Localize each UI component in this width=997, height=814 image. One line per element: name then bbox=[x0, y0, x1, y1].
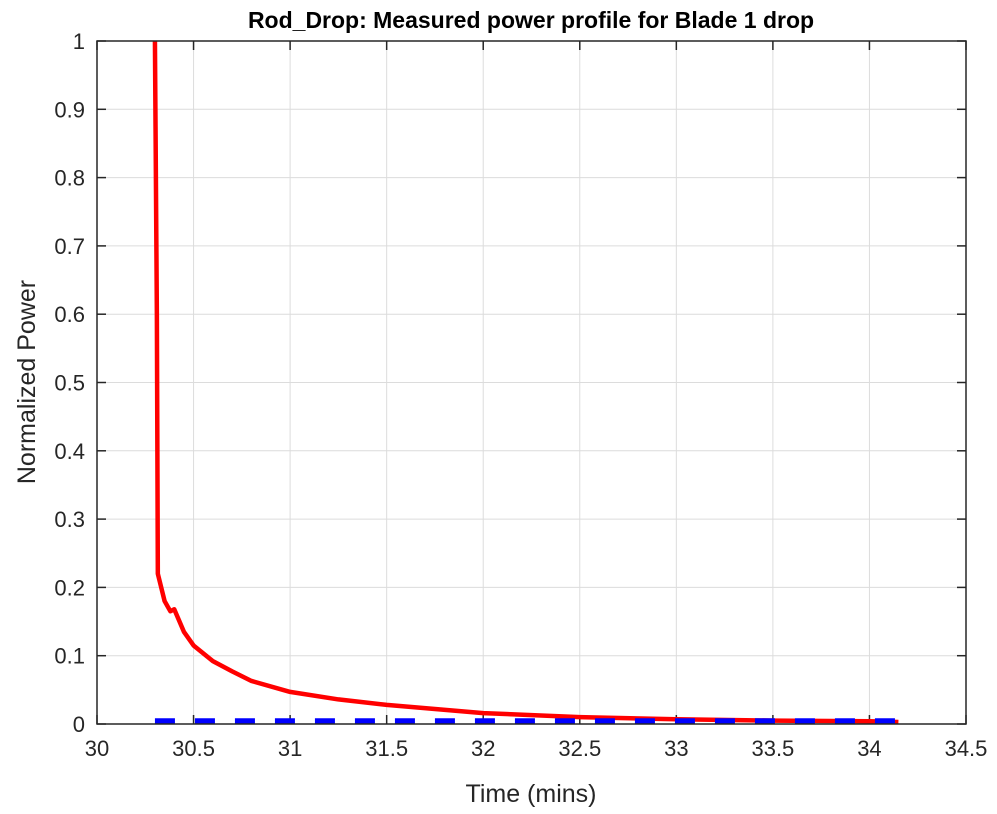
y-tick-label: 1 bbox=[73, 29, 85, 54]
plot-frame bbox=[96, 40, 967, 725]
x-tick-label: 34.5 bbox=[945, 736, 988, 761]
y-tick-label: 0.9 bbox=[54, 97, 85, 122]
line-series bbox=[152, 40, 899, 725]
x-tick-label: 32.5 bbox=[558, 736, 601, 761]
y-tick-label: 0.8 bbox=[54, 166, 85, 191]
x-tick-label: 31.5 bbox=[365, 736, 408, 761]
y-tick-label: 0.2 bbox=[54, 575, 85, 600]
x-tick-label: 33 bbox=[664, 736, 688, 761]
y-axis-label: Normalized Power bbox=[13, 280, 41, 484]
x-tick-label: 30.5 bbox=[172, 736, 215, 761]
x-axis-label: Time (mins) bbox=[465, 780, 596, 808]
x-tick-label: 34 bbox=[857, 736, 881, 761]
y-tick-label: 0.7 bbox=[54, 234, 85, 259]
chart-title: Rod_Drop: Measured power profile for Bla… bbox=[248, 7, 814, 33]
y-tick-label: 0.4 bbox=[54, 439, 85, 464]
x-tick-label: 30 bbox=[85, 736, 109, 761]
y-tick-label: 0.1 bbox=[54, 644, 85, 669]
y-tick-label: 0.3 bbox=[54, 507, 85, 532]
x-tick-label: 33.5 bbox=[751, 736, 794, 761]
y-tick-label: 0 bbox=[73, 712, 85, 737]
x-tick-label: 32 bbox=[471, 736, 495, 761]
y-tick-label: 0.5 bbox=[54, 371, 85, 396]
y-tick-label: 0.6 bbox=[54, 302, 85, 327]
x-tick-label: 31 bbox=[278, 736, 302, 761]
